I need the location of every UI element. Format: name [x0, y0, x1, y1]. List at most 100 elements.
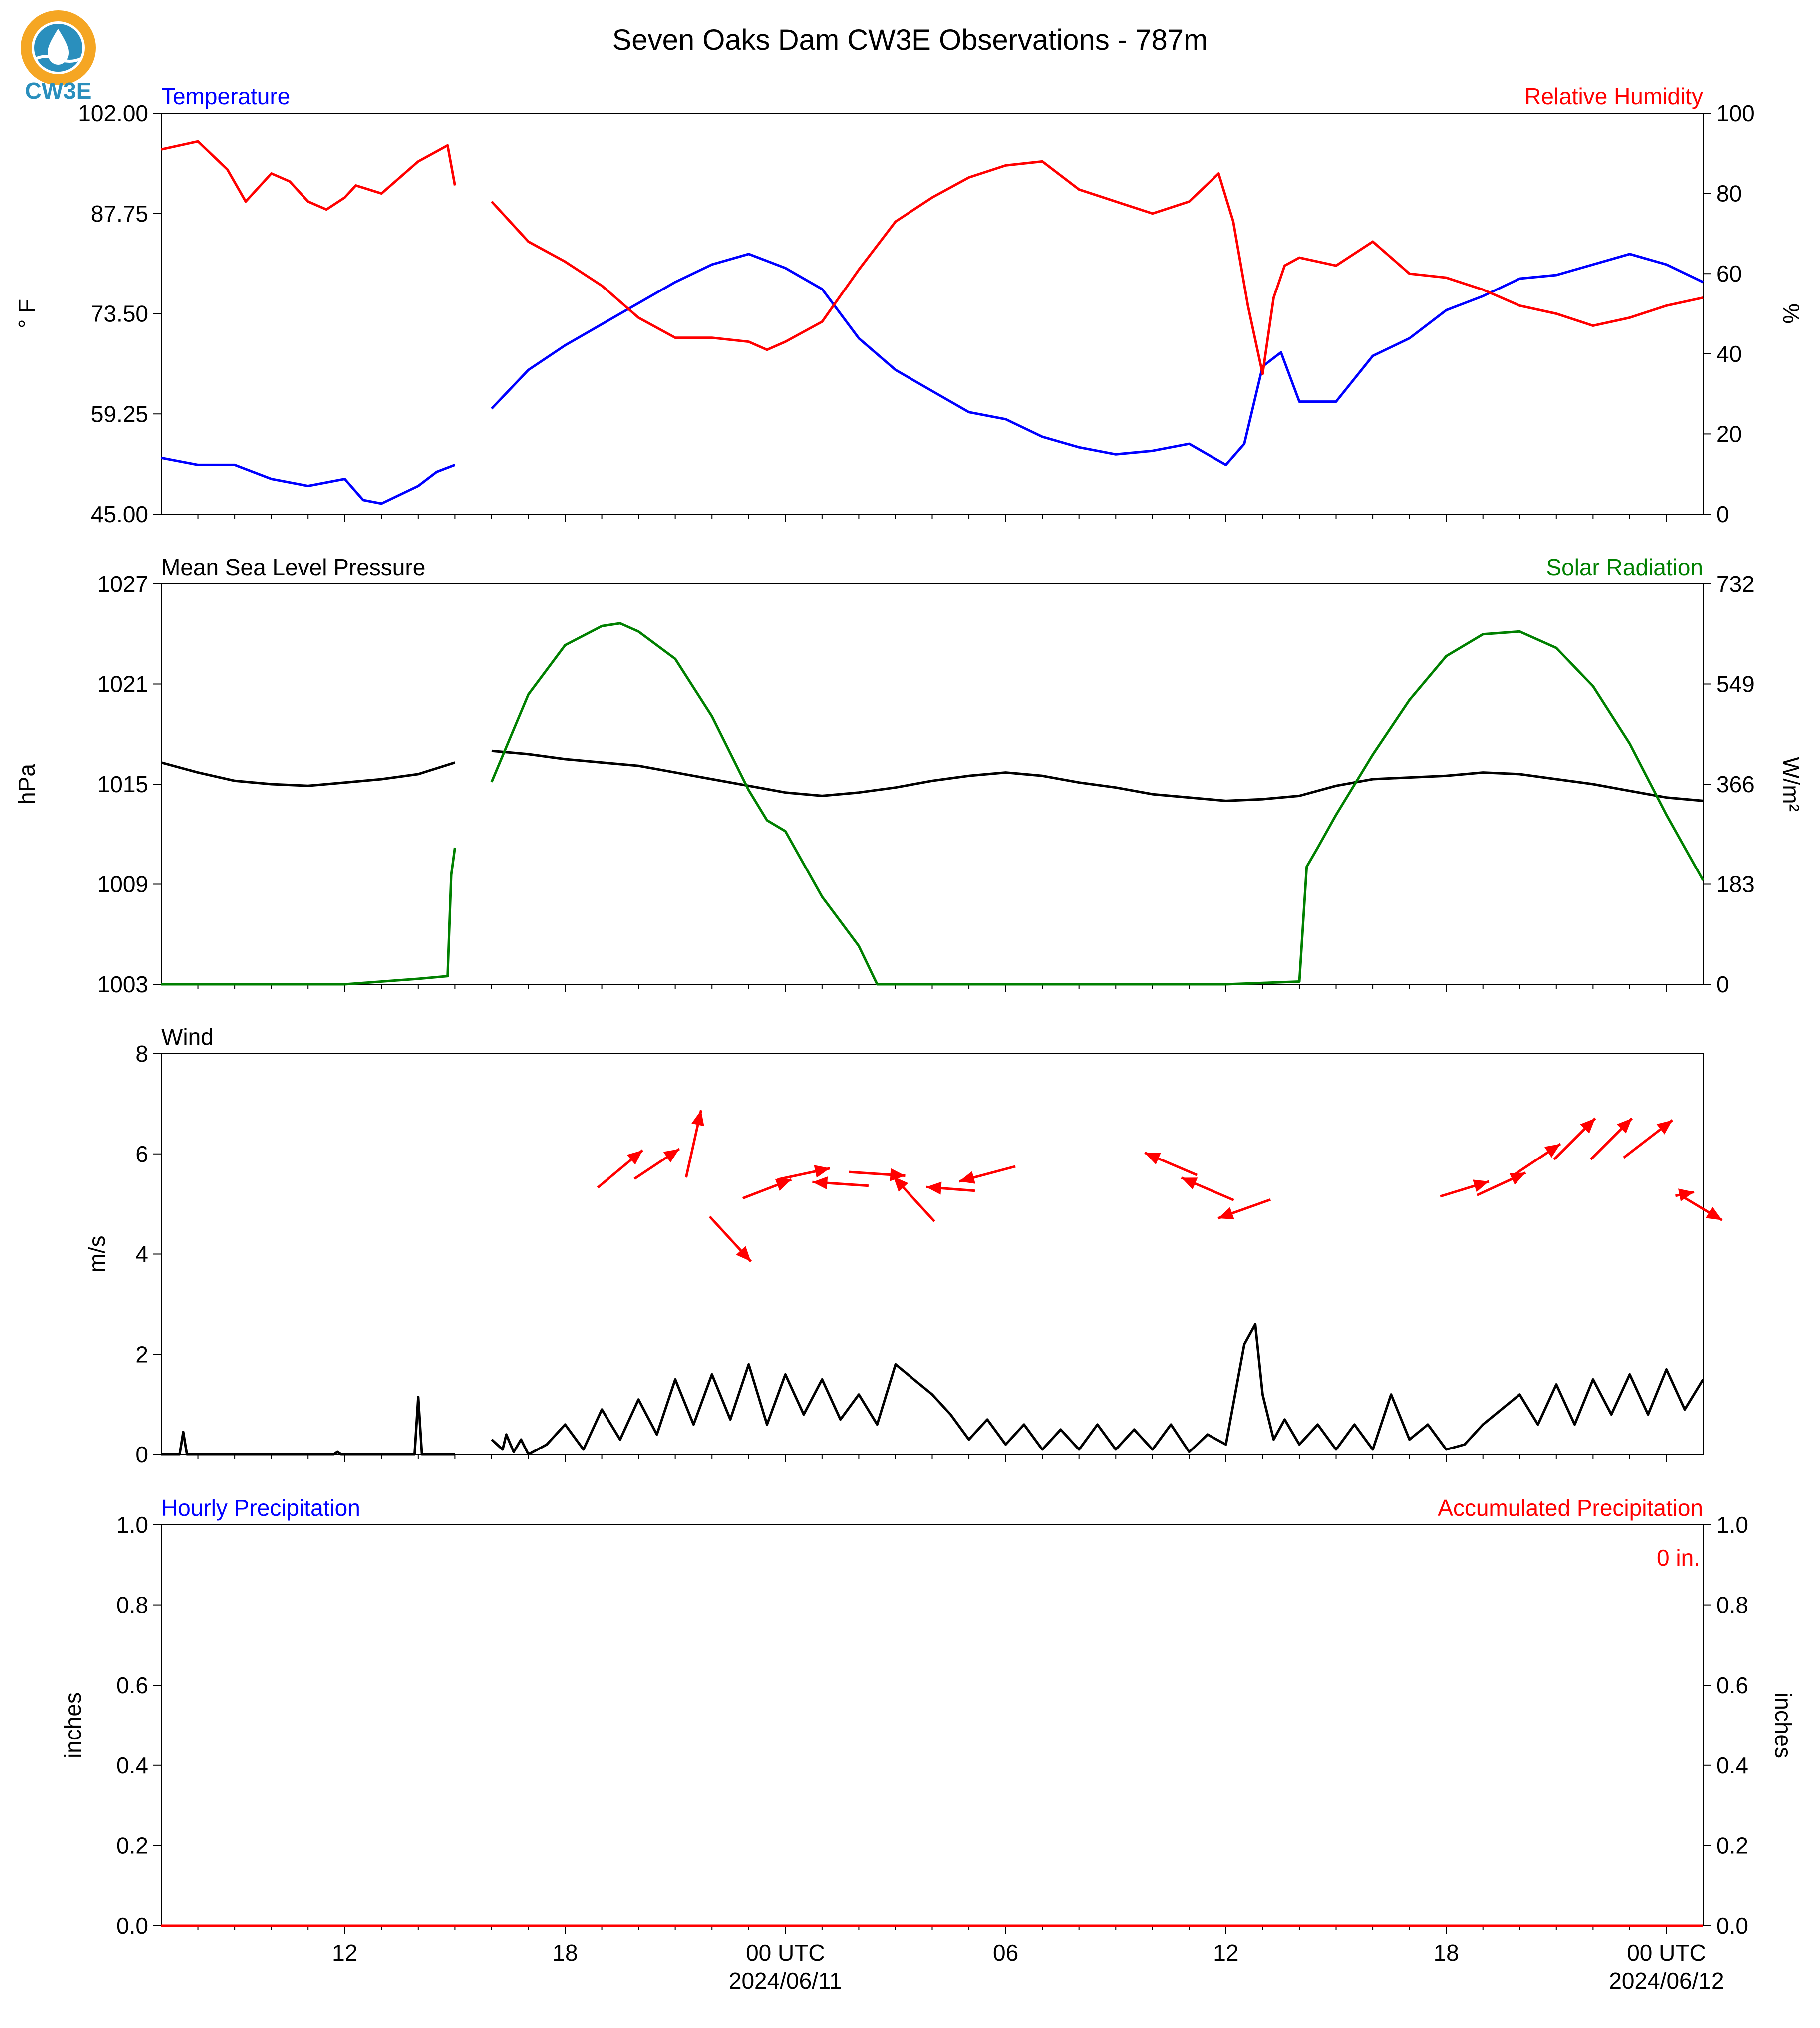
y-axis-label-left: m/s	[84, 1235, 110, 1272]
x-tick-label: 18	[552, 1940, 578, 1966]
x-tick-label: 06	[993, 1940, 1018, 1966]
y-tick-label-left: 102.00	[78, 100, 148, 126]
y-tick-label-left: 0.8	[116, 1592, 148, 1618]
y-tick-label-right: 80	[1716, 181, 1742, 207]
panel-title-right: Solar Radiation	[1546, 554, 1703, 580]
logo-ring	[21, 10, 96, 85]
wind-arrow-head	[814, 1165, 830, 1178]
y-tick-label-right: 0.2	[1716, 1832, 1748, 1858]
series-line-solar-radiation	[490, 622, 1705, 986]
x-tick-label: 18	[1434, 1940, 1459, 1966]
wind-arrow	[1590, 1117, 1633, 1160]
y-axis-label-right: %	[1778, 303, 1804, 324]
wind-arrow-head	[1145, 1153, 1161, 1165]
y-tick-label-left: 87.75	[91, 201, 148, 227]
panel-title-right: Accumulated Precipitation	[1438, 1495, 1703, 1521]
y-tick-label-right: 0.4	[1716, 1752, 1748, 1778]
panel-title-left: Wind	[161, 1024, 214, 1050]
wind-arrow-head	[691, 1110, 704, 1127]
wind-arrow	[684, 1110, 704, 1178]
y-tick-label-left: 59.25	[91, 401, 148, 427]
x-tick-sublabel: 2024/06/11	[729, 1968, 842, 1994]
y-tick-label-left: 4	[135, 1241, 148, 1267]
series-line-temperature	[161, 456, 456, 505]
x-tick-label: 12	[332, 1940, 357, 1966]
wind-arrow	[777, 1165, 831, 1181]
y-tick-label-right: 549	[1716, 671, 1755, 697]
wind-arrow	[1553, 1117, 1596, 1160]
wind-arrow-head	[893, 1176, 909, 1192]
y-tick-label-left: 45.00	[91, 501, 148, 527]
y-tick-label-left: 1.0	[116, 1512, 148, 1538]
cw3e-logo: CW3E	[21, 10, 96, 104]
panel-wind: Wind 0 2 4 6 8 m/s	[84, 1024, 1723, 1467]
x-tick-label: 00 UTC	[1627, 1940, 1706, 1966]
logo-text: CW3E	[25, 78, 92, 104]
series-line-relative-humidity	[491, 160, 1704, 375]
wind-arrow	[958, 1165, 1016, 1184]
wind-arrow-head	[775, 1178, 792, 1191]
wind-arrow-head	[1181, 1177, 1198, 1190]
y-tick-label-right: 100	[1716, 100, 1755, 126]
wind-arrow-head	[1580, 1118, 1595, 1134]
y-tick-label-left: 2	[135, 1341, 148, 1367]
wind-arrow-head	[736, 1246, 751, 1262]
logo-waves	[35, 55, 82, 63]
series-line-mean-sea-level-pressure	[161, 761, 456, 787]
wind-arrow-head	[1616, 1118, 1632, 1134]
panel-title-right: Relative Humidity	[1524, 83, 1703, 109]
x-tick-label: 12	[1213, 1940, 1238, 1966]
wind-arrow-head	[626, 1150, 643, 1165]
series-line-solar-radiation	[161, 847, 456, 986]
panel-precipitation: Hourly Precipitation Accumulated Precipit…	[60, 1495, 1796, 1994]
x-tick-sublabel: 2024/06/12	[1609, 1968, 1724, 1994]
wind-arrow-head	[812, 1176, 828, 1190]
y-tick-label-right: 20	[1716, 421, 1742, 447]
y-tick-label-left: 1027	[97, 571, 148, 597]
wind-arrow	[708, 1215, 752, 1263]
wind-arrow	[1440, 1179, 1490, 1198]
y-tick-label-right: 0	[1716, 501, 1729, 527]
y-axis-label-left: ° F	[14, 299, 40, 328]
y-tick-label-left: 0.4	[116, 1752, 148, 1778]
wind-arrow-head	[1473, 1179, 1489, 1192]
wind-arrow	[1181, 1176, 1234, 1201]
wind-arrow	[926, 1181, 975, 1195]
series-line-wind	[161, 1396, 455, 1456]
accumulated-total-label: 0 in.	[1657, 1545, 1700, 1571]
y-tick-label-right: 0.0	[1716, 1913, 1748, 1939]
wind-arrow	[1684, 1196, 1723, 1221]
wind-arrow-head	[1218, 1207, 1234, 1220]
x-tick-label: 00 UTC	[746, 1940, 825, 1966]
y-tick-label-right: 0	[1716, 971, 1729, 997]
y-tick-label-right: 40	[1716, 341, 1742, 367]
wind-arrow-head	[663, 1149, 679, 1163]
y-tick-label-left: 1003	[97, 971, 148, 997]
wind-arrow	[1623, 1119, 1673, 1159]
panels-layer: Temperature Relative Humidity 45.00 59.25 73…	[14, 83, 1804, 1994]
series-line-relative-humidity	[161, 140, 456, 211]
series-line-wind	[491, 1323, 1705, 1456]
wind-arrow	[597, 1149, 643, 1189]
y-tick-label-left: 0.6	[116, 1672, 148, 1698]
wind-arrow	[633, 1148, 680, 1180]
wind-arrow	[1675, 1188, 1695, 1201]
wind-arrow-head	[959, 1171, 975, 1184]
panel-temperature_humidity: Temperature Relative Humidity 45.00 59.25 73…	[14, 83, 1804, 527]
series-line-temperature	[491, 253, 1704, 466]
panel-title-left: Temperature	[161, 83, 290, 109]
y-tick-label-right: 183	[1716, 871, 1755, 897]
wind-arrow	[1515, 1143, 1561, 1175]
figure-title: Seven Oaks Dam CW3E Observations - 787m	[612, 24, 1208, 56]
y-axis-label-right: W/m²	[1778, 757, 1804, 812]
y-tick-label-left: 1009	[97, 871, 148, 897]
panel-pressure_solar: Mean Sea Level Pressure Solar Radiation 10…	[14, 554, 1804, 997]
y-axis-label-right: inches	[1770, 1692, 1796, 1758]
y-tick-label-right: 60	[1716, 261, 1742, 287]
panel-title-left: Mean Sea Level Pressure	[161, 554, 425, 580]
y-tick-label-left: 6	[135, 1141, 148, 1167]
y-tick-label-left: 0.2	[116, 1832, 148, 1858]
wind-arrow	[1476, 1171, 1526, 1196]
y-tick-label-left: 0	[135, 1442, 148, 1467]
